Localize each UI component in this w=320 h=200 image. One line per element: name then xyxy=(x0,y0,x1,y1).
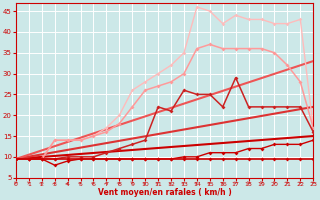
X-axis label: Vent moyen/en rafales ( km/h ): Vent moyen/en rafales ( km/h ) xyxy=(98,188,231,197)
